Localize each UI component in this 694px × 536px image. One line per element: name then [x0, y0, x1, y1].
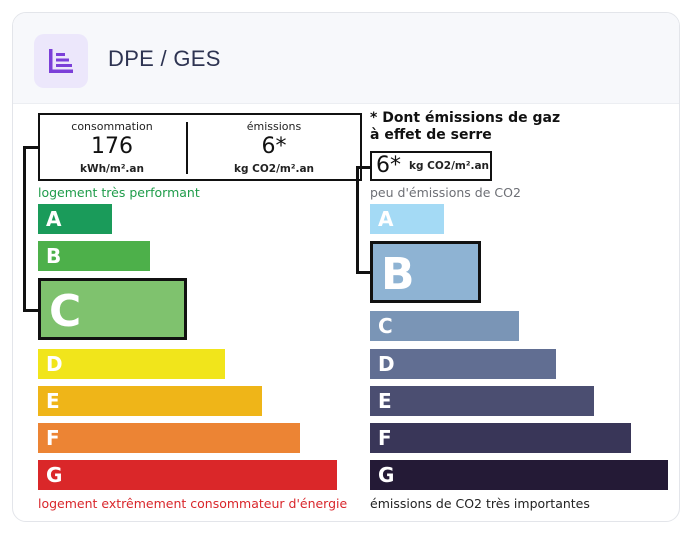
dpe-ges-card: DPE / GES: [12, 12, 680, 522]
page-title: DPE / GES: [108, 46, 221, 71]
list-chart-icon: [49, 49, 73, 73]
card-header: DPE / GES: [13, 13, 679, 104]
header-icon-badge: [34, 34, 88, 88]
